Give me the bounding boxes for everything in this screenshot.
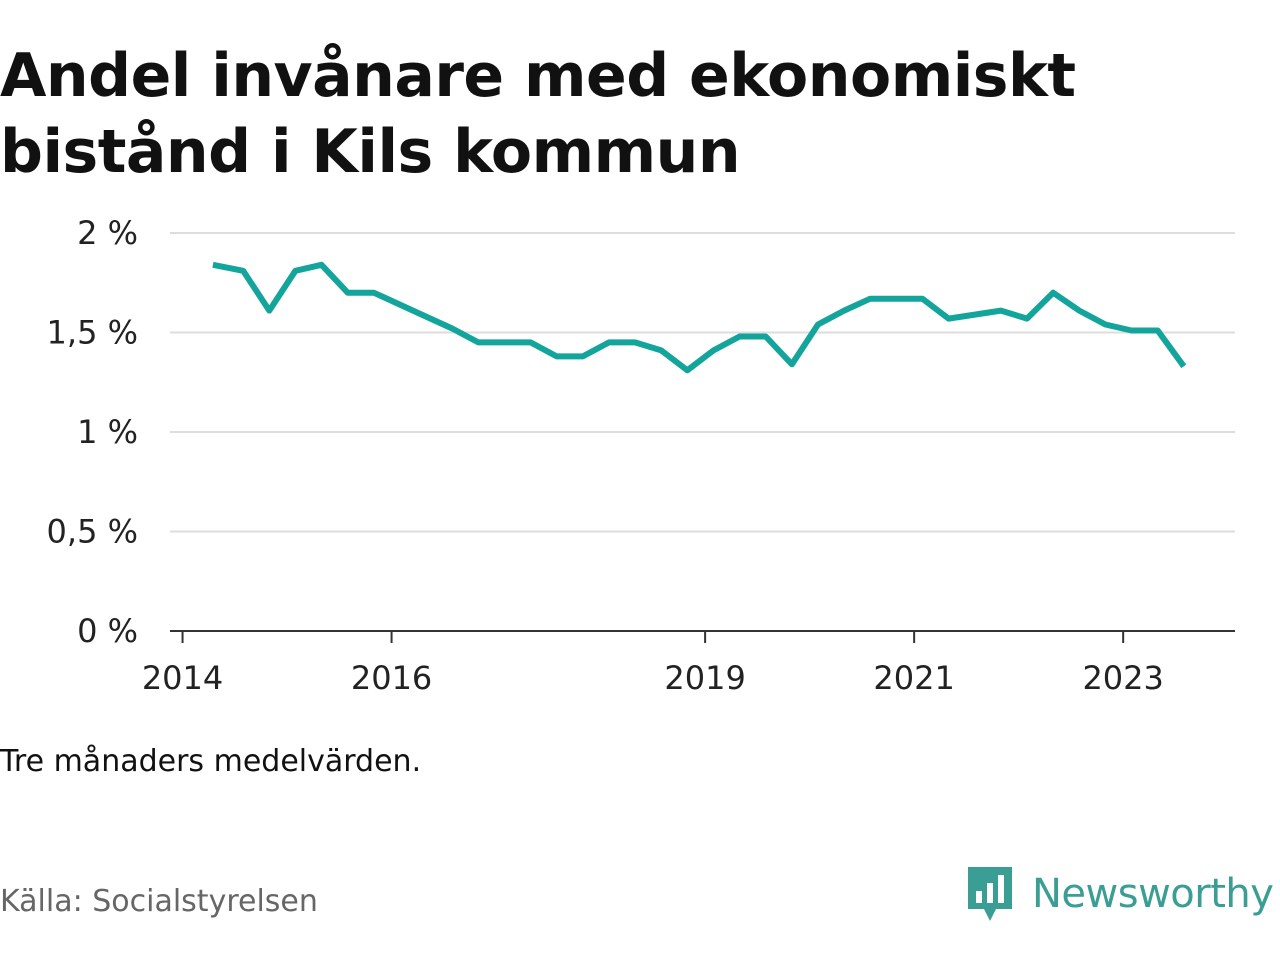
- gridlines: [170, 232, 1235, 533]
- brand-name: Newsworthy: [1032, 871, 1274, 917]
- chart-note: Tre månaders medelvärden.: [0, 744, 422, 779]
- source-text: Källa: Socialstyrelsen: [0, 884, 318, 919]
- x-tick-label: 2014: [142, 659, 223, 697]
- x-tick-label: 2016: [351, 659, 432, 697]
- x-tick-label: 2019: [664, 659, 745, 697]
- x-axis-labels: 2014 2016 2019 2021 2023: [142, 659, 1164, 697]
- line-chart: 0 % 0,5 % 1 % 1,5 % 2 % 2014 2016 2019 2021 2023: [47, 214, 1235, 697]
- y-tick-label: 0,5 %: [47, 513, 138, 551]
- y-axis-labels: 0 % 0,5 % 1 % 1,5 % 2 %: [47, 214, 138, 650]
- x-tick-label: 2021: [873, 659, 954, 697]
- y-tick-label: 2 %: [77, 214, 138, 252]
- series-layer: [212, 261, 1187, 374]
- chart-title: Andel invånare med ekonomiskt bistånd i …: [0, 41, 1076, 187]
- y-tick-label: 1 %: [77, 413, 138, 451]
- y-tick-label: 1,5 %: [47, 314, 138, 352]
- newsworthy-logo-icon: [968, 867, 1012, 921]
- series-line: [212, 261, 1187, 374]
- brand-logo: Newsworthy: [964, 862, 1274, 926]
- x-axis: [170, 630, 1235, 643]
- y-tick-label: 0 %: [77, 612, 138, 650]
- x-tick-label: 2023: [1082, 659, 1163, 697]
